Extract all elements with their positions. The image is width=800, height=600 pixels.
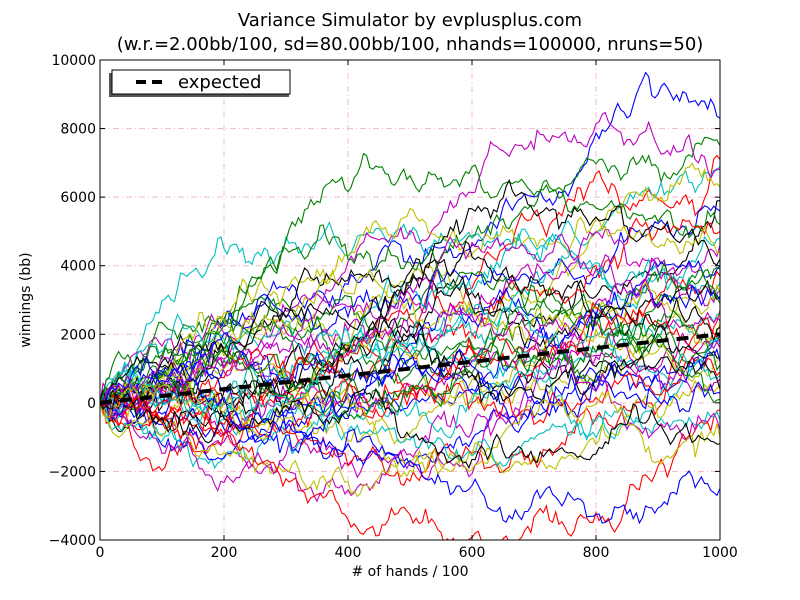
y-tick-label: 8000: [60, 122, 96, 138]
expected-series: [100, 332, 720, 405]
y-tick-label: −4000: [49, 533, 96, 549]
x-tick-label: 0: [96, 545, 105, 561]
run-line: [100, 257, 720, 404]
run-line: [100, 268, 720, 408]
x-tick-label: 1000: [702, 545, 738, 561]
run-line: [100, 224, 720, 410]
run-line: [100, 299, 720, 444]
run-line: [100, 387, 720, 540]
run-line: [100, 137, 720, 417]
run-line: [100, 387, 720, 470]
y-tick-label: 10000: [51, 53, 96, 69]
plot-frame: [99, 59, 721, 541]
run-line: [100, 154, 720, 425]
run-line: [100, 162, 720, 412]
run-line: [100, 259, 720, 443]
run-line: [100, 289, 720, 441]
chart-subtitle: (w.r.=2.00bb/100, sd=80.00bb/100, nhands…: [117, 34, 704, 55]
x-tick-label: 400: [335, 545, 362, 561]
axis-ticks: 0 200 400 600 800 1000 −4000 −2000 0 2000 4000 6000…: [49, 53, 738, 561]
simulated-runs: [100, 71, 720, 540]
y-tick-label: 6000: [60, 190, 96, 206]
y-tick-label: −2000: [49, 464, 96, 480]
run-line: [100, 355, 720, 525]
run-line: [100, 382, 720, 479]
run-line: [100, 165, 720, 404]
run-line: [100, 266, 720, 404]
x-tick-label: 800: [583, 545, 610, 561]
run-line: [100, 295, 720, 409]
run-line: [100, 379, 720, 498]
chart-title: Variance Simulator by evplusplus.com: [238, 10, 582, 31]
run-line: [100, 321, 720, 416]
y-tick-label: 2000: [60, 327, 96, 343]
run-line: [100, 309, 720, 422]
run-line: [100, 257, 720, 479]
run-line: [100, 339, 720, 428]
run-line: [100, 371, 720, 468]
run-line: [100, 313, 720, 404]
run-line: [100, 348, 720, 446]
x-axis-label: # of hands / 100: [352, 564, 469, 580]
legend-expected-label: expected: [178, 72, 261, 93]
expected-line: [100, 332, 720, 405]
run-line: [100, 281, 720, 414]
x-tick-label: 600: [459, 545, 486, 561]
y-axis-label: winnings (bb): [18, 252, 34, 347]
legend: expected: [109, 69, 291, 97]
run-line: [100, 233, 720, 419]
run-line: [100, 71, 720, 410]
y-tick-label: 4000: [60, 259, 96, 275]
x-tick-label: 200: [211, 545, 238, 561]
run-line: [100, 205, 720, 421]
y-tick-label: 0: [87, 396, 96, 412]
run-line: [100, 336, 720, 470]
